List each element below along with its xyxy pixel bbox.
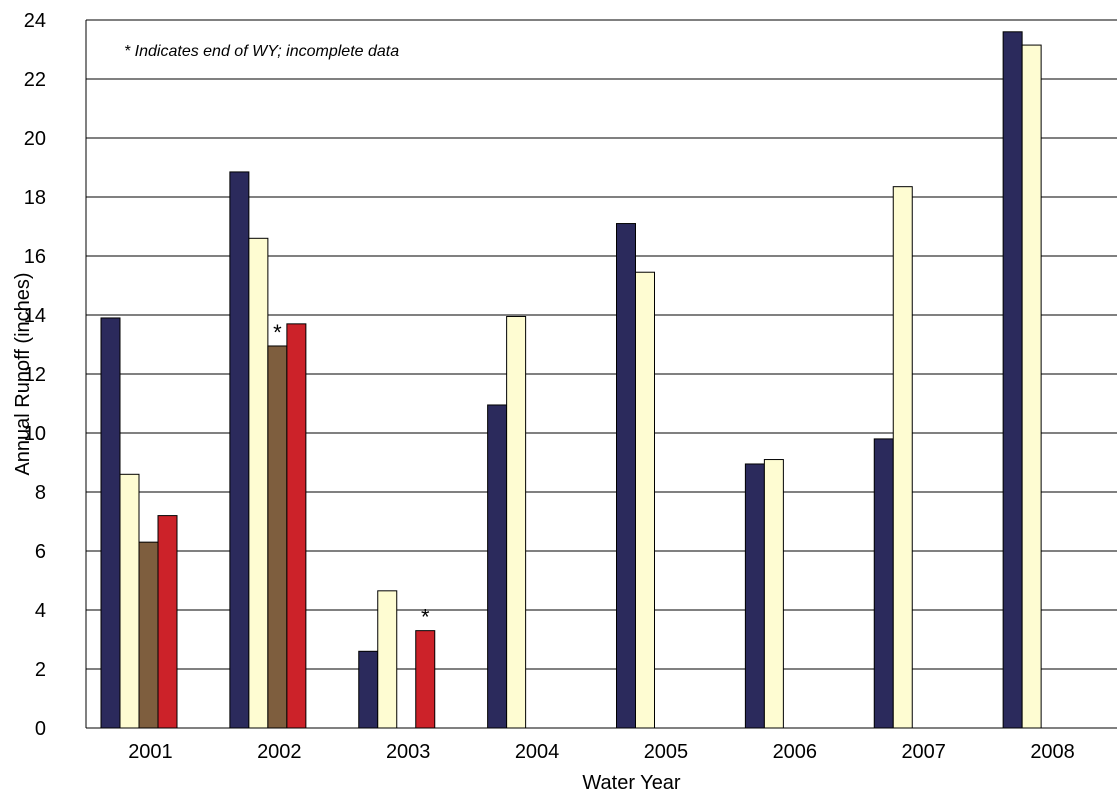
bar-series2-2008	[1021, 44, 1042, 729]
y-tick-label: 16	[24, 246, 46, 268]
x-tick-label: 2005	[644, 741, 689, 763]
y-tick-label: 10	[24, 423, 46, 445]
x-tick-label: 2007	[901, 741, 946, 763]
x-tick-label: 2006	[773, 741, 818, 763]
y-tick-label: 20	[24, 128, 46, 150]
x-tick-label: 2004	[515, 741, 560, 763]
y-tick-label: 0	[35, 718, 46, 740]
bar-series2-2004	[506, 315, 527, 729]
bar-series2-2006	[763, 459, 784, 729]
bar-series2-2002	[248, 237, 269, 729]
bar-series1-2005	[616, 223, 636, 729]
bar-series1-2004	[487, 404, 508, 729]
x-tick-label: 2008	[1030, 741, 1075, 763]
bar-series1-2001	[100, 317, 121, 729]
bar-series4-2002	[286, 323, 307, 729]
chart-annotation: * Indicates end of WY; incomplete data	[124, 43, 399, 60]
incomplete-marker: *	[273, 320, 282, 345]
incomplete-markers: **	[273, 320, 430, 630]
axes	[85, 20, 1117, 729]
y-tick-label: 18	[24, 187, 46, 209]
bar-series2-2007	[892, 186, 913, 729]
bar-series2-2005	[635, 271, 655, 729]
bar-series4-2001	[157, 515, 178, 729]
x-tick-labels: 2001 2002 2003 2004 2005 2006 2007 2008	[128, 741, 1075, 763]
incomplete-marker: *	[421, 605, 430, 630]
bars	[100, 31, 1042, 729]
y-tick-label: 4	[35, 600, 46, 622]
bar-series1-2002	[229, 171, 250, 729]
x-tick-label: 2003	[386, 741, 431, 763]
bar-series1-2008	[1002, 31, 1023, 729]
y-tick-label: 8	[35, 482, 46, 504]
bar-series2-2001	[119, 473, 140, 729]
y-tick-label: 6	[35, 541, 46, 563]
y-tick-label: 12	[24, 364, 46, 386]
bar-series1-2003	[358, 650, 379, 729]
y-tick-label: 2	[35, 659, 46, 681]
x-axis-title: Water Year	[582, 772, 681, 794]
bar-series3-2002	[267, 345, 288, 729]
y-tick-label: 22	[24, 69, 46, 91]
x-tick-label: 2002	[257, 741, 302, 763]
bar-series1-2007	[873, 438, 894, 729]
bar-series3-2001	[138, 541, 159, 729]
bar-series4-2003	[415, 630, 436, 729]
x-tick-label: 2001	[128, 741, 173, 763]
bar-series2-2003	[377, 590, 398, 729]
y-tick-label: 24	[24, 10, 46, 32]
bar-series1-2006	[744, 463, 765, 729]
y-axis-title: Annual Runoff (inches)	[12, 272, 34, 475]
y-tick-label: 14	[24, 305, 46, 327]
